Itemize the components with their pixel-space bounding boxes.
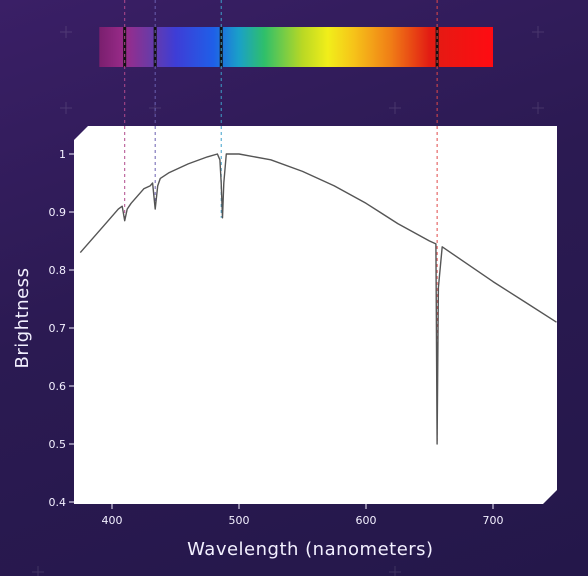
plot-panel (74, 126, 557, 504)
y-tick-label-2: 0.6 (49, 380, 67, 393)
y-axis-ticks: 0.4 0.5 0.6 0.7 0.8 0.9 1 (49, 148, 74, 509)
y-tick-label-4: 0.8 (49, 264, 67, 277)
background-plus-0 (60, 26, 72, 38)
x-tick-label-500: 500 (229, 514, 250, 527)
background-plus-4 (389, 102, 401, 114)
background-plus-5 (532, 102, 544, 114)
y-tick-label-6: 1 (59, 148, 66, 161)
x-axis-title: Wavelength (nanometers) (187, 539, 433, 560)
spectrum-dark-line-0 (123, 27, 127, 67)
background-plus-2 (60, 102, 72, 114)
spectrum-dark-line-3 (435, 27, 439, 67)
background-plus-7 (389, 566, 401, 576)
y-tick-label-5: 0.9 (49, 206, 67, 219)
y-axis-title: Brightness (12, 268, 33, 369)
y-tick-label-3: 0.7 (49, 322, 67, 335)
x-tick-label-700: 700 (483, 514, 504, 527)
x-axis-ticks: 400 500 600 700 (102, 504, 504, 527)
x-tick-label-600: 600 (356, 514, 377, 527)
brightness-series-line (79, 153, 557, 445)
spectrum-dark-line-1 (153, 27, 157, 67)
spectrum-dark-lines (123, 27, 439, 67)
spectrum-bar (99, 27, 494, 67)
background-plus-1 (532, 26, 544, 38)
y-tick-label-0: 0.4 (49, 496, 67, 509)
background-plus-6 (32, 566, 44, 576)
x-tick-label-400: 400 (102, 514, 123, 527)
background-decoration (32, 26, 544, 576)
spectrum-dark-line-2 (219, 27, 223, 67)
y-tick-label-1: 0.5 (49, 438, 67, 451)
